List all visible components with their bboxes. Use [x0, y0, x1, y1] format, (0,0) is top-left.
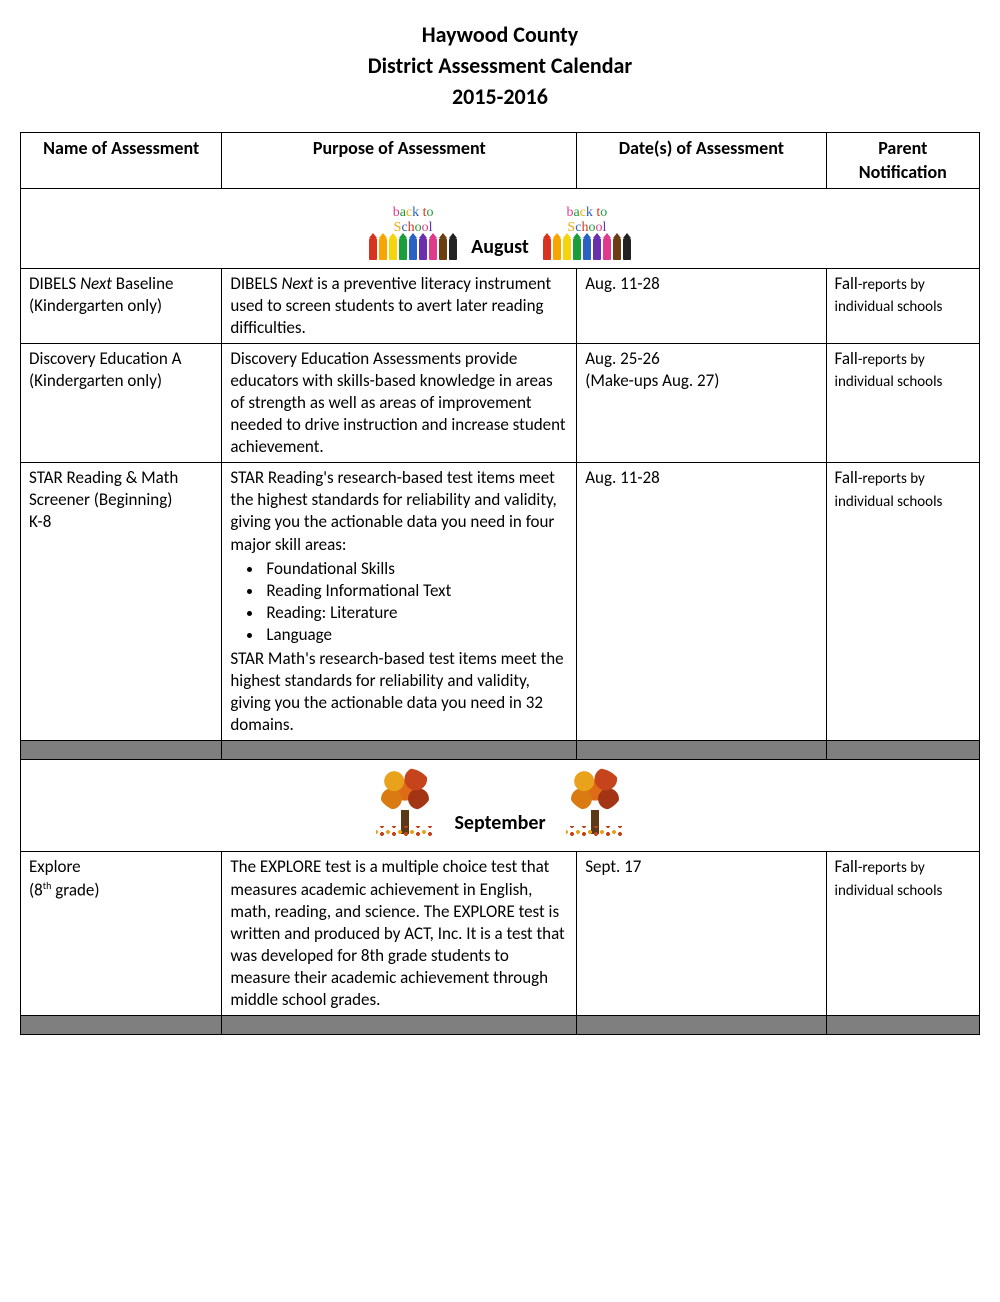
list-item: Reading: Literature: [264, 602, 568, 624]
cell-name: STAR Reading & Math Screener (Beginning)…: [21, 463, 222, 741]
month-label-august: August: [471, 234, 529, 260]
cell-dates: Aug. 11-28: [577, 463, 826, 741]
month-label-september: September: [454, 810, 545, 836]
table-row: Discovery Education A (Kindergarten only…: [21, 343, 980, 462]
list-item: Reading Informational Text: [264, 580, 568, 602]
skill-list: Foundational Skills Reading Informationa…: [256, 558, 568, 646]
cell-dates: Aug. 25-26 (Make-ups Aug. 27): [577, 343, 826, 462]
cell-purpose: DIBELS Next is a preventive literacy ins…: [222, 268, 577, 343]
spacer-row: [21, 741, 980, 760]
cell-purpose: Discovery Education Assessments provide …: [222, 343, 577, 462]
assessment-table: Name of Assessment Purpose of Assessment…: [20, 132, 980, 1035]
page-header: Haywood County District Assessment Calen…: [20, 20, 980, 112]
table-row: STAR Reading & Math Screener (Beginning)…: [21, 463, 980, 741]
cell-dates: Sept. 17: [577, 852, 826, 1016]
cell-dates: Aug. 11-28: [577, 268, 826, 343]
col-purpose: Purpose of Assessment: [222, 133, 577, 189]
cell-parent: Fall-reports by individual schools: [826, 343, 979, 462]
title-line-1: Haywood County: [20, 20, 980, 51]
month-row-september: September: [21, 760, 980, 852]
col-name: Name of Assessment: [21, 133, 222, 189]
cell-purpose: The EXPLORE test is a multiple choice te…: [222, 852, 577, 1016]
back-to-school-icon: back to School: [543, 206, 631, 259]
cell-name: DIBELS Next Baseline (Kindergarten only): [21, 268, 222, 343]
col-parent: Parent Notification: [826, 133, 979, 189]
cell-purpose: STAR Reading's research-based test items…: [222, 463, 577, 741]
back-to-school-icon: back to School: [369, 206, 457, 259]
month-row-august: back to School August back to School: [21, 189, 980, 268]
fall-tree-icon: [560, 768, 630, 836]
spacer-row: [21, 1016, 980, 1035]
cell-parent: Fall-reports by individual schools: [826, 268, 979, 343]
title-line-3: 2015-2016: [20, 82, 980, 113]
list-item: Language: [264, 624, 568, 646]
list-item: Foundational Skills: [264, 558, 568, 580]
col-dates: Date(s) of Assessment: [577, 133, 826, 189]
fall-tree-icon: [370, 768, 440, 836]
cell-parent: Fall-reports by individual schools: [826, 463, 979, 741]
cell-parent: Fall-reports by individual schools: [826, 852, 979, 1016]
cell-name: Discovery Education A (Kindergarten only…: [21, 343, 222, 462]
title-line-2: District Assessment Calendar: [20, 51, 980, 82]
table-header-row: Name of Assessment Purpose of Assessment…: [21, 133, 980, 189]
table-row: Explore (8th grade) The EXPLORE test is …: [21, 852, 980, 1016]
table-row: DIBELS Next Baseline (Kindergarten only)…: [21, 268, 980, 343]
cell-name: Explore (8th grade): [21, 852, 222, 1016]
